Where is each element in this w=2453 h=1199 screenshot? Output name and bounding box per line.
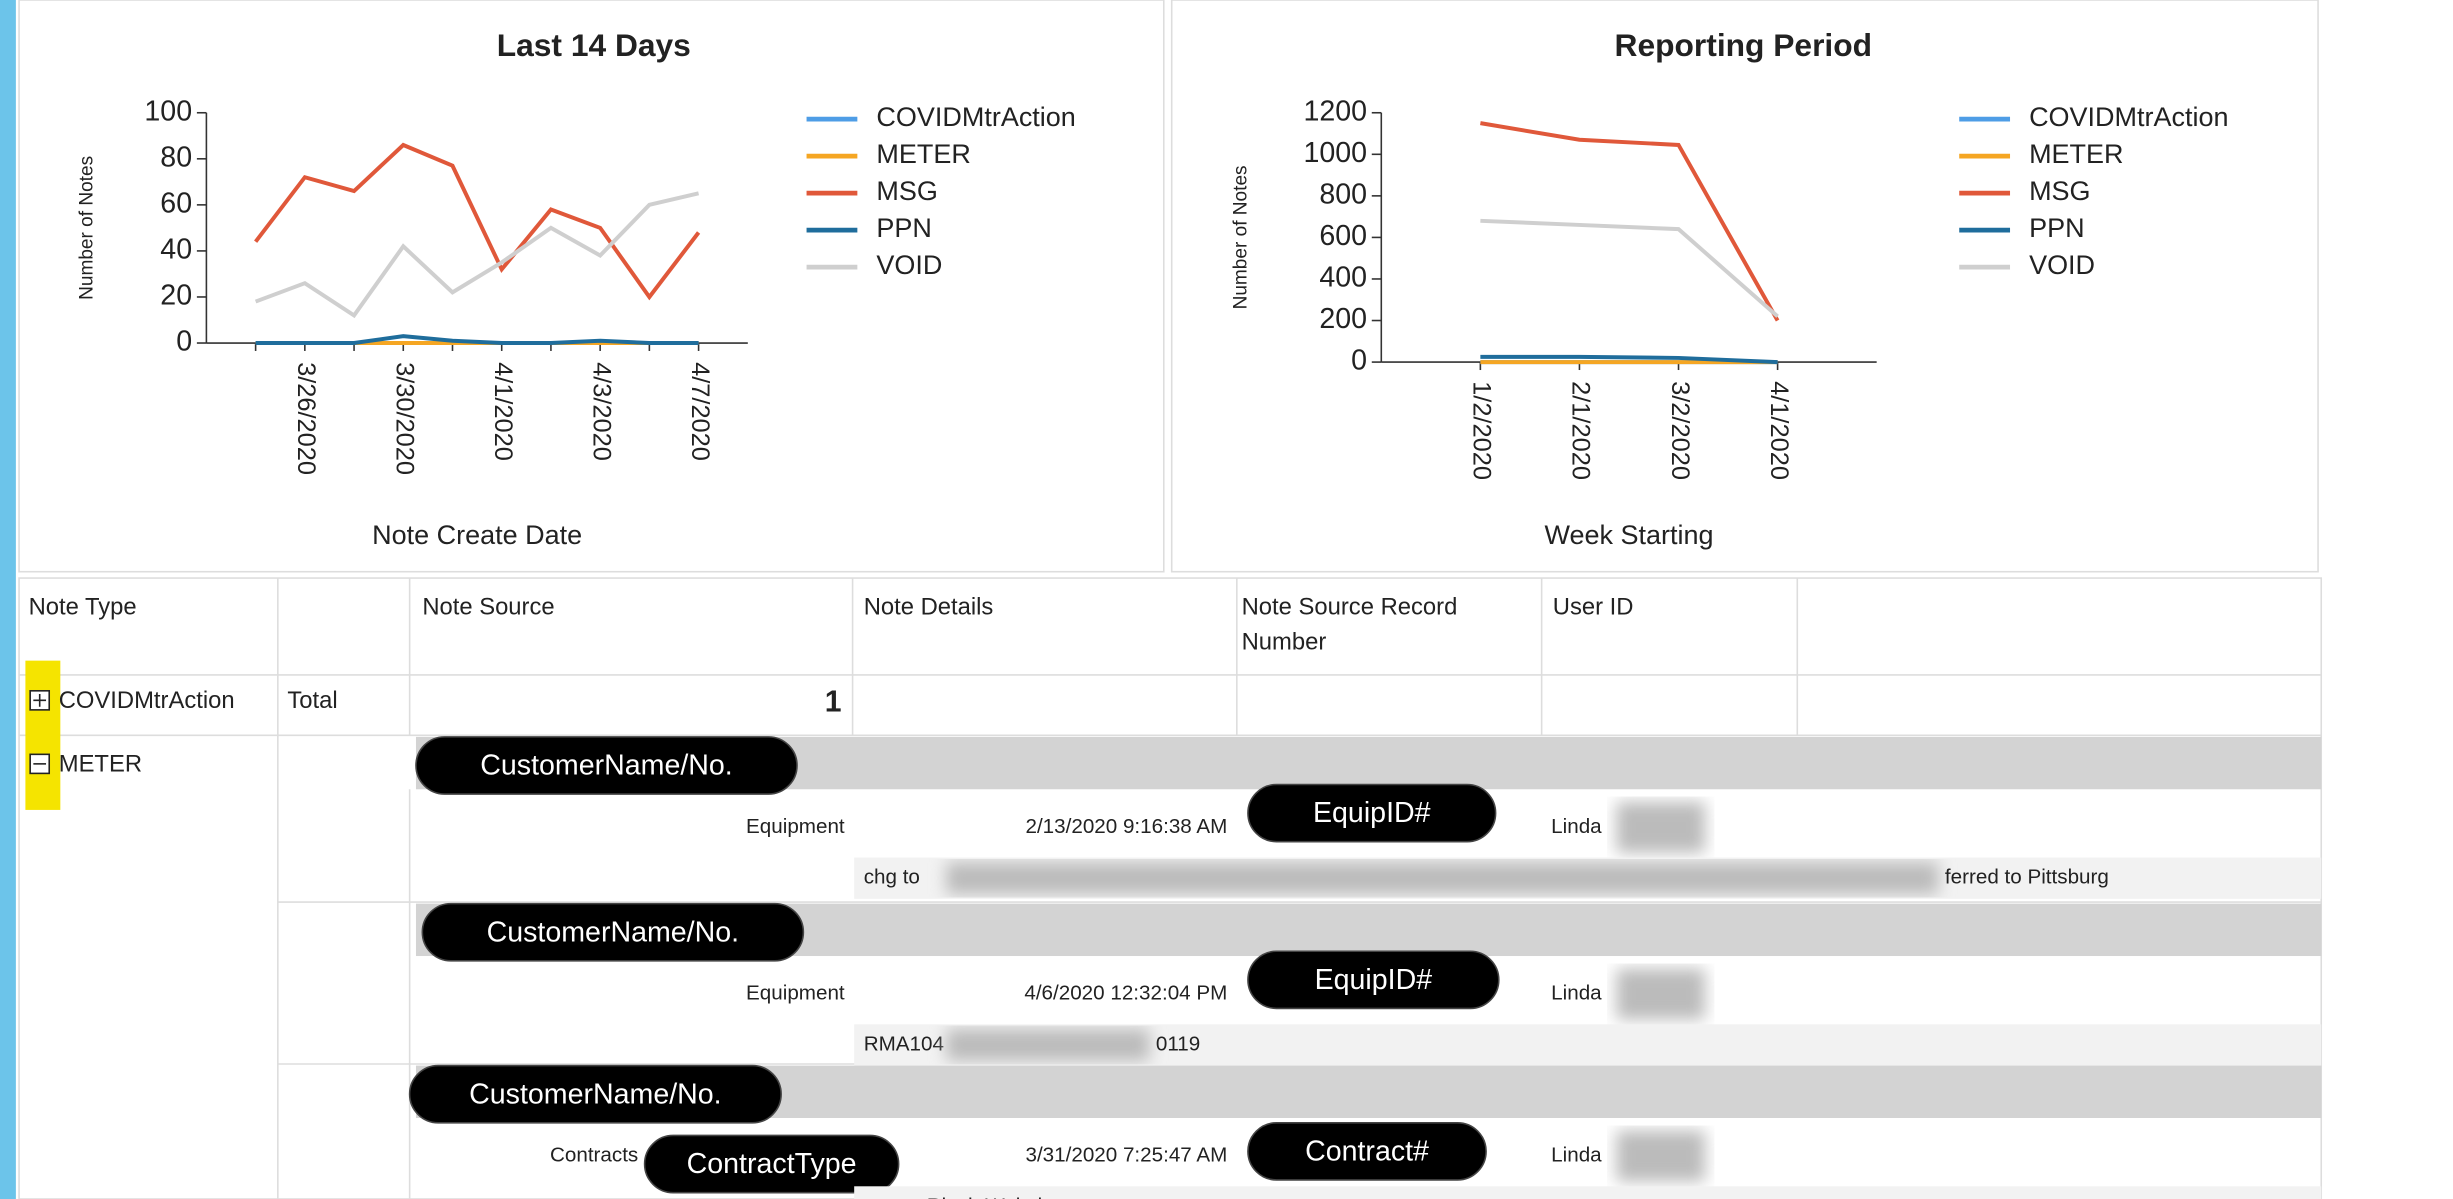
callout xyxy=(1247,950,1500,1010)
note-source: Equipment xyxy=(746,815,845,838)
detail: RMA104 xyxy=(864,1032,944,1055)
callout xyxy=(408,1064,782,1124)
legend-label: METER xyxy=(2029,139,2123,169)
note-date: 4/6/2020 12:32:04 PM xyxy=(1024,982,1227,1005)
callout-label: ContractType xyxy=(687,1148,857,1180)
x-tick-label: 3/2/2020 xyxy=(1666,381,1694,480)
note-source: Equipment xyxy=(746,982,845,1005)
user-id: Linda xyxy=(1551,1144,1602,1167)
note-type[interactable]: COVIDMtrAction xyxy=(59,687,235,714)
detail-row xyxy=(854,1186,2322,1199)
y-tick-label: 400 xyxy=(1319,262,1367,294)
y-tick-label: 0 xyxy=(176,326,192,358)
x-tick-label: 4/7/2020 xyxy=(686,362,714,461)
y-tick-label: 60 xyxy=(160,187,192,219)
blur xyxy=(946,1029,1150,1061)
callout-label: Contract# xyxy=(1305,1135,1429,1167)
chart-title: Last 14 Days xyxy=(497,27,691,63)
legend-label: COVIDMtrAction xyxy=(876,102,1075,132)
callout-label: CustomerName/No. xyxy=(480,750,732,782)
header: User ID xyxy=(1553,594,1634,621)
chart-title: Reporting Period xyxy=(1615,27,1873,63)
callout xyxy=(1247,783,1497,843)
x-tick-label: 2/1/2020 xyxy=(1567,381,1595,480)
y-tick-label: 1200 xyxy=(1303,95,1367,127)
series-line xyxy=(255,334,699,346)
header: Note Details xyxy=(864,594,994,621)
header: Note Type xyxy=(29,594,137,621)
callout-label: CustomerName/No. xyxy=(487,916,739,948)
total-label: Total xyxy=(287,687,337,714)
callout-label: EquipID# xyxy=(1315,964,1433,996)
header: Note Source Record Number xyxy=(1241,593,1458,656)
note-date: 2/13/2020 9:16:38 AM xyxy=(1025,815,1227,838)
charts: Last 14 Days 0 20 40 60 80 100 3/26/2020 3/30/20… xyxy=(76,27,2228,550)
blur xyxy=(1616,1130,1706,1182)
blur xyxy=(1616,801,1706,853)
total: 1 xyxy=(825,685,842,718)
legend-label: VOID xyxy=(876,250,942,280)
x-tick-label: 3/26/2020 xyxy=(292,362,320,475)
y-tick-label: 20 xyxy=(160,280,192,312)
header-wrap: Note Source Record Number xyxy=(1241,593,1458,656)
detail: chg to xyxy=(864,866,920,889)
y-tick-label: 40 xyxy=(160,233,192,265)
legend-label: PPN xyxy=(876,213,931,243)
callout xyxy=(421,902,805,962)
y-tick-label: 800 xyxy=(1319,178,1367,210)
series-line xyxy=(254,191,700,319)
legend-label: MSG xyxy=(876,176,937,206)
highlight xyxy=(25,660,61,810)
detail: not on Ricoh Website xyxy=(864,1194,1060,1199)
y-tick-label: 1000 xyxy=(1303,137,1367,169)
legend-label: MSG xyxy=(2029,176,2090,206)
records: CustomerName/No. Equipment 2/13/2020 9:16:… xyxy=(408,736,2322,1199)
callout xyxy=(1247,1121,1487,1181)
note-date: 3/31/2020 7:25:47 AM xyxy=(1025,1144,1227,1167)
y-tick-label: 200 xyxy=(1319,303,1367,335)
x-axis-label: Week Starting xyxy=(1545,520,1714,550)
y-tick-label: 600 xyxy=(1319,220,1367,252)
x-tick-label: 3/30/2020 xyxy=(391,362,419,475)
note-source: Contracts xyxy=(550,1144,638,1167)
x-tick-label: 4/1/2020 xyxy=(489,362,517,461)
note-type[interactable]: METER xyxy=(59,751,142,778)
y-tick-label: 80 xyxy=(160,141,192,173)
callout xyxy=(643,1134,900,1194)
user-id: Linda xyxy=(1551,815,1602,838)
series-line xyxy=(254,142,701,301)
detail: 0119 xyxy=(1156,1032,1200,1055)
chart-panel xyxy=(18,0,1165,573)
y-axis-label: Number of Notes xyxy=(1231,165,1252,309)
detail: ferred to Pittsburg xyxy=(1945,866,2109,889)
callout-label: CustomerName/No. xyxy=(469,1078,721,1110)
x-tick-label: 4/1/2020 xyxy=(1765,381,1793,480)
side-bar xyxy=(0,0,16,1199)
legend-label: METER xyxy=(876,139,970,169)
callout-label: EquipID# xyxy=(1313,797,1431,829)
x-tick-label: 4/3/2020 xyxy=(587,362,615,461)
user-id: Linda xyxy=(1551,982,1602,1005)
x-tick-label: 1/2/2020 xyxy=(1468,381,1496,480)
x-axis-label: Note Create Date xyxy=(372,520,582,550)
plus xyxy=(33,693,47,707)
series-line xyxy=(1480,354,1778,365)
y-tick-label: 100 xyxy=(144,95,192,127)
legend-label: COVIDMtrAction xyxy=(2029,102,2228,132)
series-line xyxy=(1480,121,1780,322)
header: Note Source xyxy=(422,594,554,621)
y-tick-label: 0 xyxy=(1351,345,1367,377)
legend-label: VOID xyxy=(2029,250,2095,280)
y-axis-label: Number of Notes xyxy=(76,156,97,300)
table-lines xyxy=(19,578,2322,1199)
legend-label: PPN xyxy=(2029,213,2084,243)
series-line xyxy=(1480,218,1779,318)
callout xyxy=(415,736,798,795)
blur xyxy=(946,862,1939,895)
blur xyxy=(1616,968,1706,1020)
